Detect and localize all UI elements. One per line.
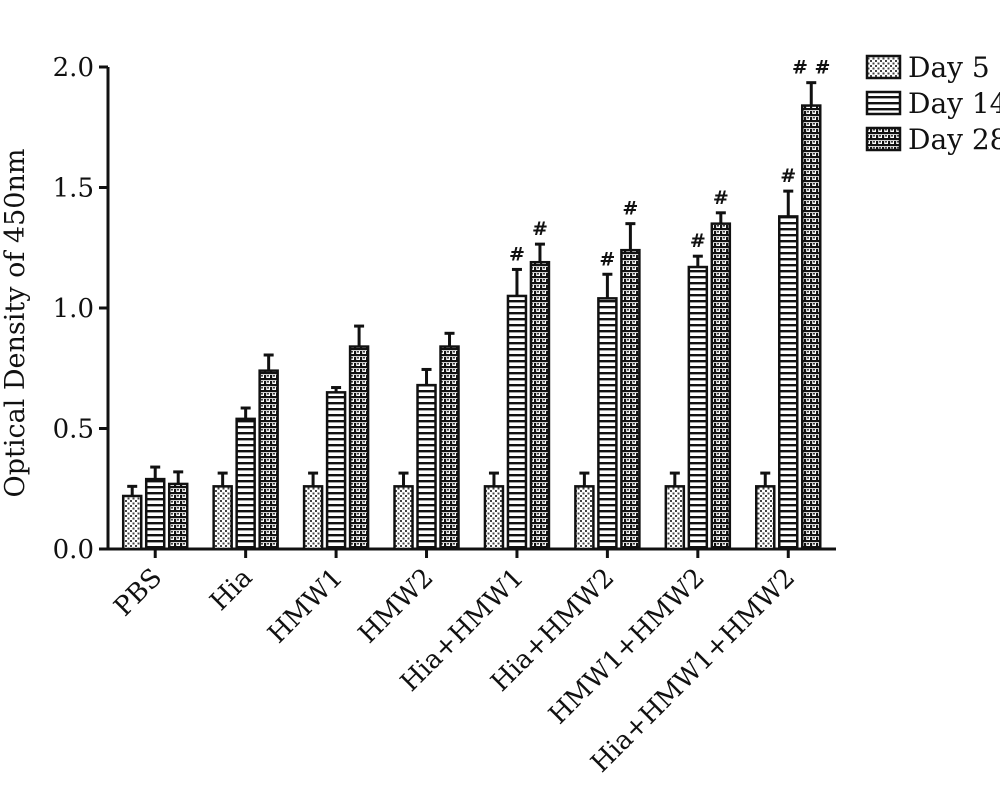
bar-day-5 bbox=[121, 494, 143, 551]
bar-day-14 bbox=[235, 417, 256, 551]
bar-day-14 bbox=[325, 391, 347, 551]
y-tick-label: 2.0 bbox=[53, 53, 94, 83]
significance-marker: # # bbox=[792, 57, 830, 79]
legend-swatch bbox=[865, 126, 902, 152]
significance-marker: # bbox=[690, 230, 706, 252]
bar-day-28 bbox=[439, 345, 460, 551]
bar-day-28 bbox=[258, 369, 279, 551]
legend-label: Day 5 bbox=[908, 51, 990, 84]
legend-label: Day 28 bbox=[908, 123, 1000, 156]
bar-day-28 bbox=[167, 482, 189, 551]
x-category-label: PBS bbox=[108, 563, 168, 623]
bar-day-5 bbox=[483, 485, 505, 551]
bar-day-5 bbox=[393, 485, 414, 551]
significance-marker: # bbox=[599, 248, 615, 270]
bar-day-28 bbox=[710, 222, 732, 551]
x-category-label: HMW2 bbox=[353, 563, 440, 650]
bar-day-5 bbox=[755, 485, 776, 551]
y-tick-label: 1.0 bbox=[53, 294, 94, 324]
y-tick-label: 0.5 bbox=[53, 415, 94, 445]
significance-marker: # bbox=[622, 198, 638, 220]
legend-swatch bbox=[865, 54, 902, 80]
y-tick-label: 1.5 bbox=[53, 174, 94, 204]
bar-day-28 bbox=[529, 260, 551, 551]
significance-marker: # bbox=[509, 243, 525, 265]
bar-day-14 bbox=[778, 215, 799, 551]
x-category-label: Hia bbox=[205, 563, 259, 617]
bar-day-14 bbox=[144, 477, 166, 551]
legend-swatch bbox=[865, 90, 902, 116]
significance-marker: # bbox=[532, 218, 548, 240]
bar-day-14 bbox=[416, 383, 437, 551]
significance-marker: # bbox=[713, 187, 729, 209]
y-axis-label: Optical Density of 450nm bbox=[0, 149, 31, 498]
bar-day-5 bbox=[574, 485, 595, 551]
bar-day-5 bbox=[212, 485, 233, 551]
bar-day-14 bbox=[687, 265, 709, 551]
bar-day-5 bbox=[302, 485, 324, 551]
y-tick-label: 0.0 bbox=[53, 535, 94, 565]
x-category-label: HMW1 bbox=[262, 563, 349, 650]
significance-marker: # bbox=[780, 165, 796, 187]
bar-day-5 bbox=[664, 485, 686, 551]
bar-day-14 bbox=[597, 297, 618, 551]
bar-day-28 bbox=[801, 104, 822, 551]
bar-day-14 bbox=[506, 294, 528, 551]
legend-label: Day 14 bbox=[908, 87, 1000, 120]
x-category-label: HMW1+HMW2 bbox=[543, 563, 711, 731]
bar-day-28 bbox=[620, 248, 641, 551]
bar-day-28 bbox=[348, 345, 370, 551]
